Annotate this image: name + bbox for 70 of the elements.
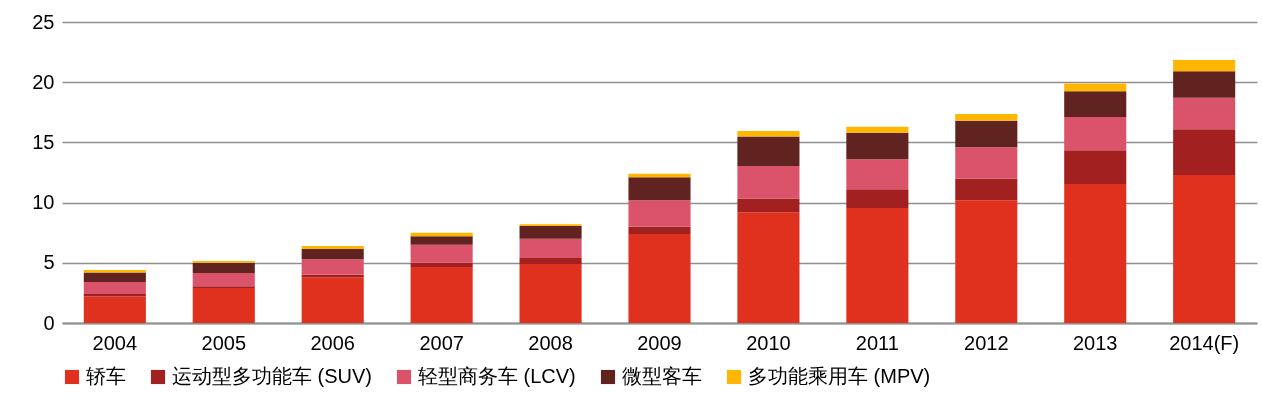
x-tick-label: 2004 [92,331,138,354]
bar [1064,183,1127,323]
bar [83,296,146,323]
bar [1173,129,1236,175]
bar [955,120,1018,148]
legend-label: 微型客车 [622,365,702,387]
bar [737,212,800,323]
bar [83,294,146,297]
bar [955,147,1018,179]
bar [1173,71,1236,98]
x-tick-label: 2013 [1072,331,1118,354]
bar [1173,59,1236,72]
bar [628,233,691,323]
y-tick-label: 0 [43,311,55,334]
bar [301,248,364,260]
bar [192,262,255,274]
bar [519,257,582,264]
bar [192,273,255,287]
bar [846,159,909,190]
bar [519,226,582,239]
legend-label: 轻型商务车 (LCV) [418,365,576,387]
bar [955,178,1018,201]
x-tick-label: 2011 [855,331,899,354]
y-tick-label: 5 [43,251,55,274]
bar [1173,97,1236,130]
x-tick-label: 2007 [419,331,464,354]
x-tick-label: 2010 [746,331,791,354]
bar [83,282,146,295]
bar [955,114,1018,121]
bar [737,130,800,137]
bar [1064,117,1127,151]
bar [737,198,800,213]
bar [410,244,473,263]
x-tick-label: 2012 [964,331,1009,354]
x-tick-label: 2014(F) [1169,331,1240,354]
bar [955,200,1018,323]
x-tick-label: 2009 [637,331,682,354]
legend-label: 多功能乘用车 (MPV) [748,365,931,387]
y-tick-label: 20 [32,70,55,93]
bar [410,236,473,245]
bar [846,189,909,209]
bar [737,136,800,166]
bar [1173,174,1236,323]
bar [628,200,691,227]
legend-label: 运动型多功能车 (SUV) [172,365,372,387]
bar [410,262,473,268]
bar [83,272,146,283]
y-tick-label: 15 [32,130,55,153]
bar [519,238,582,258]
x-tick-label: 2008 [528,331,573,354]
bar [301,259,364,275]
legend-label: 轿车 [86,365,126,387]
bar [519,264,582,323]
bar [628,226,691,234]
bar [846,126,909,133]
x-tick-label: 2006 [310,331,355,354]
bar [737,165,800,199]
bar [628,177,691,201]
bar [1064,150,1127,184]
bar [301,245,364,249]
bar [846,208,909,323]
bar [410,267,473,323]
bar [192,288,255,323]
bar [846,132,909,160]
bar [301,277,364,323]
bar [1064,91,1127,118]
x-tick-label: 2005 [201,331,247,354]
y-tick-label: 25 [32,10,55,33]
bar [1064,83,1127,92]
y-tick-label: 10 [32,191,55,214]
